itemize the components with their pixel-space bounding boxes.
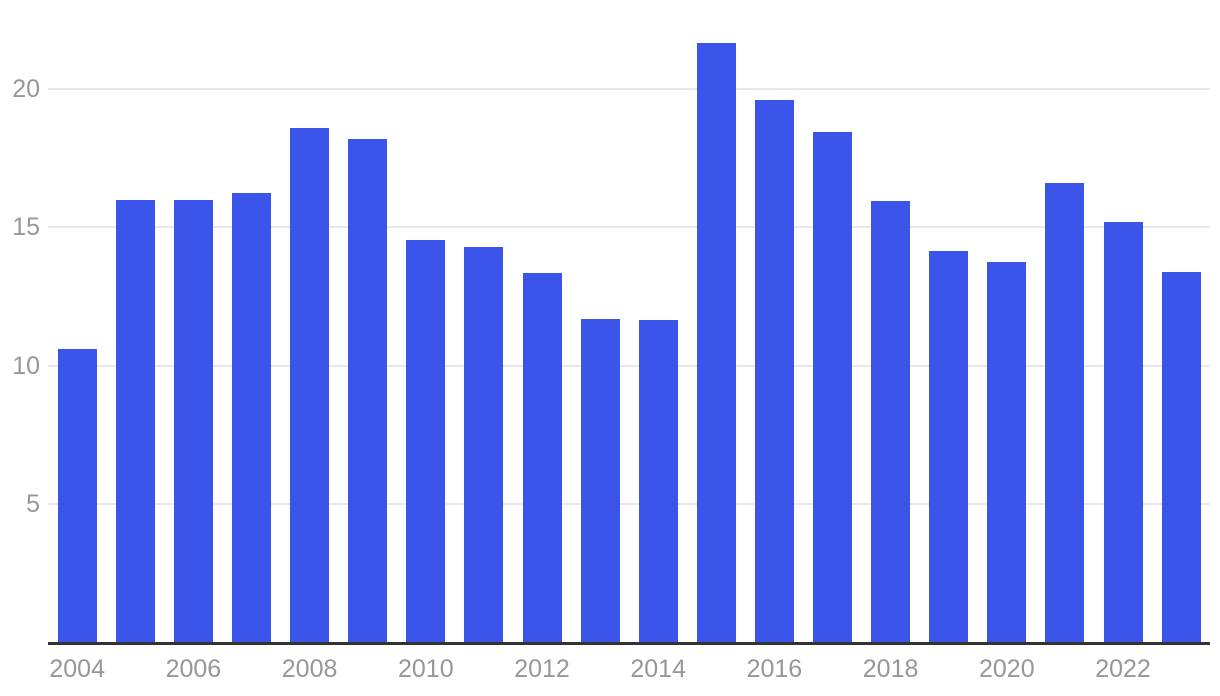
bar-2023[interactable] [1161, 271, 1201, 643]
bar-2019[interactable] [929, 250, 969, 643]
gridline-y-15 [48, 226, 1210, 229]
bar-2016[interactable] [754, 99, 794, 643]
bar-2020[interactable] [987, 261, 1027, 643]
y-axis-tick-label: 20 [12, 74, 40, 103]
y-axis-tick-label: 10 [12, 351, 40, 380]
gridline-y-20 [48, 87, 1210, 90]
bar-2008[interactable] [290, 127, 330, 643]
bar-2017[interactable] [813, 131, 852, 643]
x-axis-tick-label-2004: 2004 [49, 655, 105, 683]
bar-2015[interactable] [696, 42, 736, 643]
bar-2022[interactable] [1103, 221, 1143, 643]
gridline-y-5 [48, 503, 1210, 506]
bar-2009[interactable] [348, 138, 388, 643]
x-axis-tick-label-2012: 2012 [514, 655, 570, 683]
x-axis-tick-label-2006: 2006 [165, 655, 222, 683]
x-axis-tick-label-2016: 2016 [746, 655, 803, 683]
x-axis-tick-label-2020: 2020 [978, 655, 1035, 683]
x-axis-tick-label-2008: 2008 [281, 655, 338, 683]
bar-2014[interactable] [638, 320, 678, 643]
bar-2012[interactable] [522, 273, 562, 643]
x-axis-tick-label-2010: 2010 [397, 655, 454, 683]
bar-2005[interactable] [115, 199, 155, 643]
bar-2010[interactable] [406, 239, 446, 643]
bar-2018[interactable] [871, 200, 911, 643]
bar-2004[interactable] [57, 349, 97, 643]
x-axis-tick-label-2018: 2018 [862, 655, 919, 683]
y-axis-tick-label: 5 [26, 490, 40, 519]
gridline-y-10 [48, 364, 1210, 367]
y-axis-tick-label: 15 [12, 213, 40, 242]
bar-2013[interactable] [580, 318, 620, 643]
bar-2007[interactable] [232, 192, 271, 643]
bar-2011[interactable] [464, 246, 504, 643]
bar-2006[interactable] [173, 199, 213, 643]
bar-2021[interactable] [1045, 182, 1085, 643]
x-axis-tick-label-2022: 2022 [1095, 655, 1151, 683]
plot-area [48, 0, 1210, 643]
x-axis-line [48, 642, 1210, 645]
x-axis-tick-label-2014: 2014 [630, 655, 686, 683]
